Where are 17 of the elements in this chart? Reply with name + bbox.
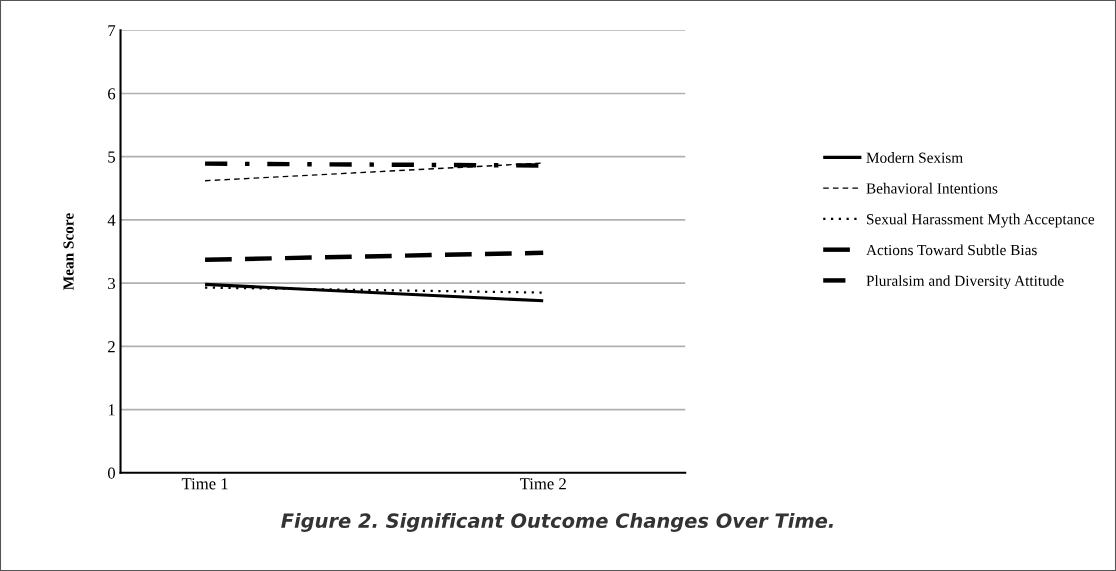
legend-label: Actions Toward Subtle Bias [866,244,1037,256]
legend-label: Sexual Harassment Myth Acceptance [867,213,1095,228]
y-tick-label: 0 [107,467,116,479]
caption: Figure 2. Significant Outcome Changes Over Time. [281,512,833,532]
y-tick-label: 3 [108,277,116,290]
legend-label: Modern Sexism [866,152,963,163]
legend-label: Behavioral Intentions [866,182,998,194]
y-tick-label: 4 [107,214,116,226]
y-axis-title: Mean Score [63,213,74,290]
legend-label: Pluralsim and Diversity Attitude [866,275,1064,290]
y-tick-label: 2 [108,341,115,353]
y-tick-label: 5 [108,151,116,163]
x-tick-label: Time 2 [519,478,566,490]
x-tick-label: Time 1 [181,478,228,490]
y-tick-label: 6 [108,88,116,100]
y-tick-label: 7 [108,25,116,37]
y-tick-label: 1 [108,404,115,416]
